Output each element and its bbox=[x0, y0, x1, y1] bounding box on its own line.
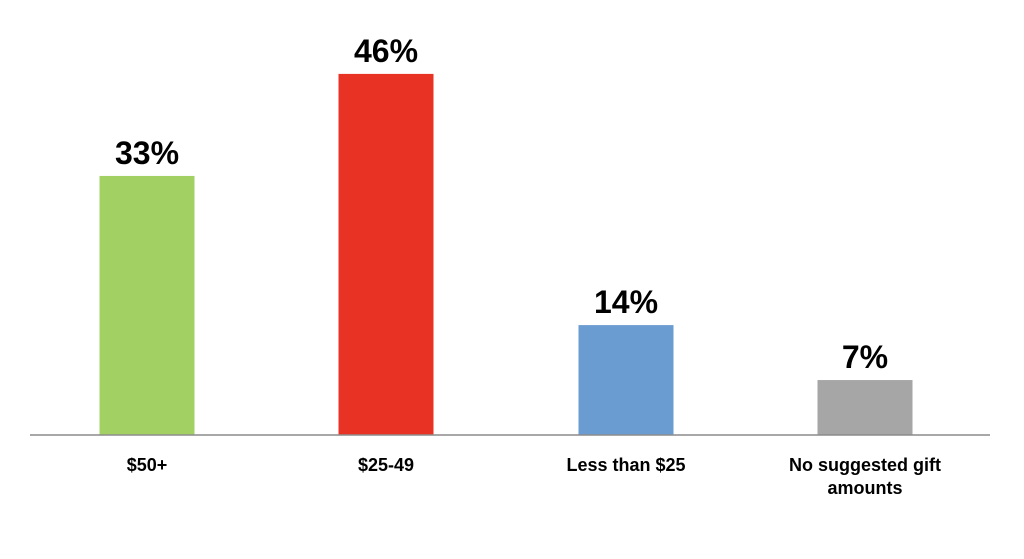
category-label-0: $50+ bbox=[127, 455, 168, 475]
bars-layer bbox=[99, 73, 913, 436]
category-label-line: $25-49 bbox=[358, 455, 414, 475]
category-label-line: No suggested gift bbox=[789, 455, 941, 475]
bar-3 bbox=[817, 380, 913, 435]
bar-0 bbox=[99, 175, 195, 435]
bar-1 bbox=[338, 73, 434, 436]
category-label-line: amounts bbox=[827, 478, 902, 498]
category-label-3: No suggested gift amounts bbox=[789, 455, 941, 498]
category-label-line: $50+ bbox=[127, 455, 168, 475]
labels-layer: 33% 46% 14% 7% bbox=[115, 33, 888, 375]
data-label-2: 14% bbox=[594, 284, 658, 320]
category-label-line: Less than $25 bbox=[566, 455, 685, 475]
data-label-0: 33% bbox=[115, 135, 179, 171]
data-label-3: 7% bbox=[842, 339, 888, 375]
category-label-2: Less than $25 bbox=[566, 455, 685, 475]
bar-2 bbox=[578, 325, 674, 435]
data-label-1: 46% bbox=[354, 33, 418, 69]
category-labels: $50+ $25-49 Less than $25 No suggested gift… bbox=[127, 455, 941, 498]
category-label-1: $25-49 bbox=[358, 455, 414, 475]
